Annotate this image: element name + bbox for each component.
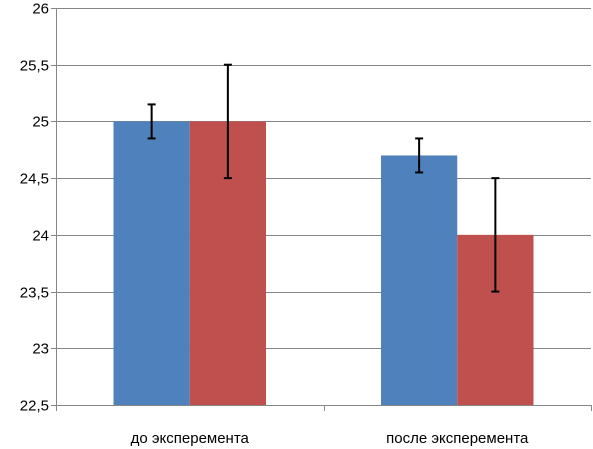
y-tick-labels: 22,5 23 23,5 24 24,5 25 25,5 26 xyxy=(20,1,49,415)
bar xyxy=(113,121,190,405)
y-tick-label: 24,5 xyxy=(20,171,49,188)
error-bars xyxy=(147,63,500,293)
y-tick-label: 26 xyxy=(32,1,49,18)
y-tick-label: 23 xyxy=(32,341,49,358)
y-tick-label: 25,5 xyxy=(20,58,49,75)
bar xyxy=(381,155,458,405)
y-tick-label: 23,5 xyxy=(20,285,49,302)
category-labels: до эксперемента после эксперемента xyxy=(131,430,529,447)
y-tick-label: 22,5 xyxy=(20,398,49,415)
y-tick-label: 24 xyxy=(32,228,49,245)
axes xyxy=(51,8,592,411)
y-tick-label: 25 xyxy=(32,114,49,131)
category-label: после эксперемента xyxy=(386,430,529,447)
category-label: до эксперемента xyxy=(131,430,250,447)
bars xyxy=(113,121,534,405)
